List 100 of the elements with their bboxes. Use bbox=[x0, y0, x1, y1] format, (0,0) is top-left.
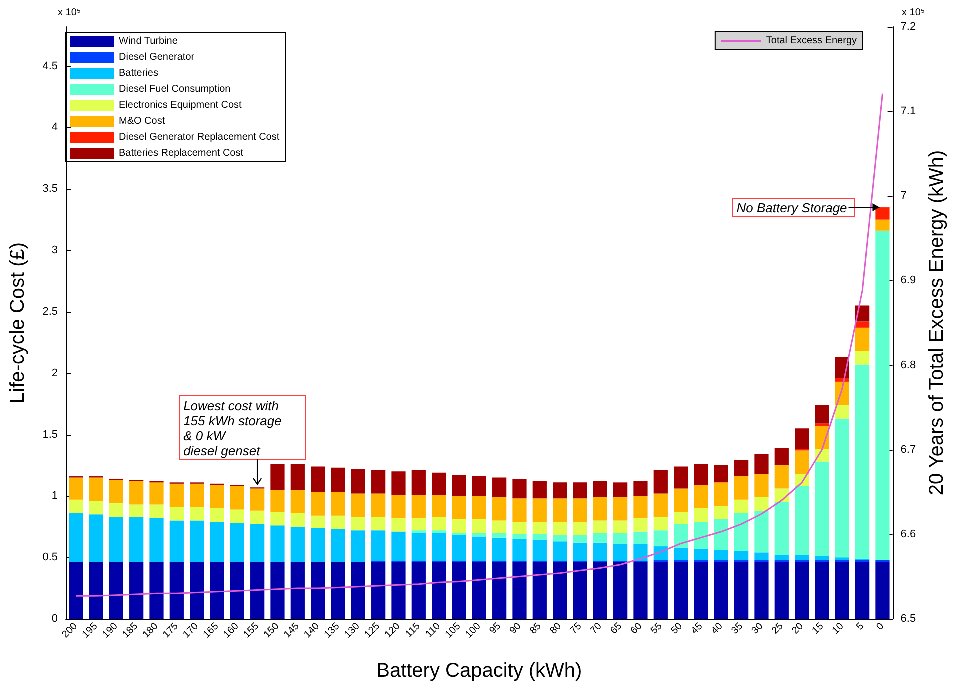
bar bbox=[876, 230, 890, 560]
bar bbox=[89, 562, 104, 619]
bar bbox=[170, 484, 184, 508]
bar bbox=[372, 530, 386, 562]
bar bbox=[130, 562, 144, 619]
bar bbox=[835, 562, 850, 619]
bar bbox=[372, 562, 386, 619]
bar bbox=[290, 513, 305, 527]
bar bbox=[634, 481, 648, 496]
x-tick-label: 35 bbox=[730, 620, 746, 637]
bar bbox=[210, 562, 224, 619]
bar bbox=[593, 481, 608, 498]
bar bbox=[372, 517, 386, 531]
bar bbox=[774, 562, 789, 619]
bar bbox=[573, 522, 588, 536]
x-tick-label: 105 bbox=[444, 620, 464, 641]
bar bbox=[553, 562, 568, 619]
bar bbox=[452, 535, 466, 562]
x-tick-label: 5 bbox=[854, 620, 867, 633]
bar bbox=[714, 506, 728, 520]
x-tick-label: 140 bbox=[302, 620, 322, 641]
bar bbox=[412, 470, 426, 495]
bar bbox=[674, 562, 688, 619]
bar bbox=[412, 518, 426, 531]
bar bbox=[694, 485, 708, 508]
bar bbox=[532, 498, 547, 522]
bar bbox=[532, 540, 547, 562]
x-tick-label: 15 bbox=[810, 620, 826, 637]
legend-label: Batteries bbox=[119, 68, 158, 79]
legend-label: Batteries Replacement Cost bbox=[119, 148, 244, 159]
bar bbox=[714, 482, 728, 506]
bar bbox=[311, 466, 326, 492]
bar bbox=[815, 462, 830, 556]
bar bbox=[694, 464, 708, 486]
y2-tick-label: 7.1 bbox=[900, 106, 916, 118]
bar bbox=[512, 534, 527, 540]
bar bbox=[250, 510, 265, 524]
bar bbox=[573, 535, 588, 543]
bar bbox=[351, 494, 366, 518]
bar bbox=[109, 480, 124, 504]
bar bbox=[614, 497, 628, 521]
x-tick-label: 25 bbox=[770, 620, 786, 637]
y-tick-label: 3.5 bbox=[42, 183, 58, 196]
x-tick-label: 145 bbox=[282, 620, 302, 641]
y2-tick-label: 6.7 bbox=[900, 444, 916, 456]
bar bbox=[714, 562, 728, 619]
bar bbox=[734, 513, 749, 552]
bar bbox=[674, 466, 688, 489]
legend-label: Diesel Fuel Consumption bbox=[119, 84, 231, 95]
y-tick-label: 0.5 bbox=[42, 552, 58, 564]
x-axis-title: Battery Capacity (kWh) bbox=[376, 660, 582, 682]
bar bbox=[553, 498, 568, 522]
bar bbox=[532, 562, 547, 619]
bar bbox=[634, 518, 648, 532]
bar bbox=[331, 492, 346, 516]
bar bbox=[795, 555, 810, 560]
bar bbox=[190, 484, 204, 508]
bar bbox=[250, 488, 265, 511]
y2-axis-title: 20 Years of Total Excess Energy (kWh) bbox=[926, 150, 948, 496]
bar bbox=[190, 520, 204, 562]
bar bbox=[331, 562, 346, 619]
bar bbox=[432, 517, 446, 531]
bar bbox=[492, 533, 507, 538]
bar bbox=[674, 524, 688, 548]
x-tick-label: 150 bbox=[262, 620, 282, 641]
bar bbox=[392, 562, 406, 619]
bar bbox=[210, 485, 224, 508]
bar bbox=[512, 522, 527, 534]
bar bbox=[876, 220, 890, 231]
bar bbox=[270, 512, 285, 526]
y2-tick-label: 6.9 bbox=[900, 274, 916, 287]
bar bbox=[89, 501, 104, 515]
bar bbox=[774, 465, 789, 489]
bar bbox=[452, 520, 466, 534]
bar bbox=[593, 520, 608, 534]
bar bbox=[331, 516, 346, 530]
x-tick-label: 80 bbox=[548, 620, 564, 637]
bar bbox=[311, 492, 326, 516]
bar bbox=[876, 562, 890, 619]
bar bbox=[654, 562, 668, 619]
bar bbox=[412, 494, 426, 518]
bar bbox=[714, 465, 728, 483]
x-tick-label: 100 bbox=[464, 620, 484, 641]
y-axis-title: Life-cycle Cost (£) bbox=[7, 242, 29, 404]
bar bbox=[815, 424, 830, 426]
legend-label: Diesel Generator bbox=[119, 52, 196, 63]
bar bbox=[512, 478, 527, 499]
bar bbox=[230, 523, 244, 562]
bar bbox=[150, 562, 164, 619]
bar bbox=[856, 328, 870, 352]
bar bbox=[553, 482, 568, 499]
x-tick-label: 125 bbox=[362, 620, 383, 641]
bar bbox=[815, 426, 830, 450]
y2-tick-label: 7.2 bbox=[900, 21, 916, 33]
bar bbox=[634, 496, 648, 518]
bar bbox=[876, 208, 890, 220]
text: x 10⁵ bbox=[58, 8, 82, 18]
bar bbox=[492, 478, 507, 498]
bar bbox=[614, 562, 628, 619]
y-tick-label: 0 bbox=[52, 613, 58, 625]
